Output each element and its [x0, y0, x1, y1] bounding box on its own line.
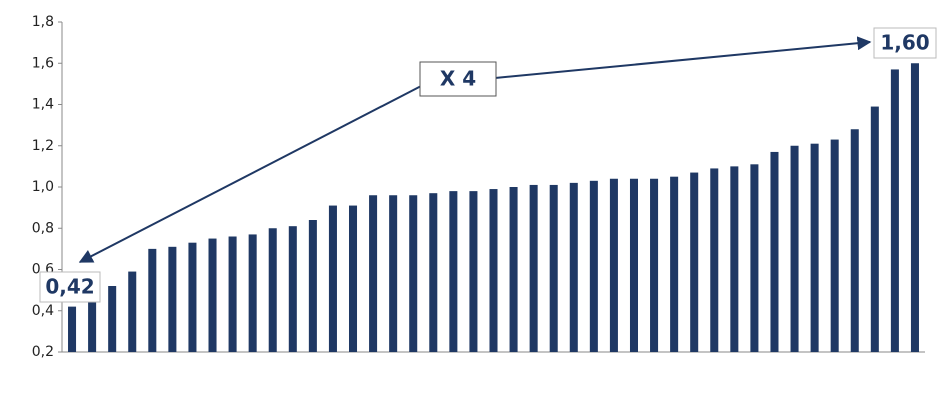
- bar: [88, 300, 97, 352]
- bar: [369, 195, 378, 352]
- bar: [268, 228, 277, 352]
- bar: [529, 184, 538, 352]
- bar: [569, 182, 578, 352]
- arrow: [78, 83, 426, 263]
- bar: [469, 191, 478, 352]
- bar: [870, 106, 879, 352]
- bar: [629, 178, 639, 352]
- y-tick-label: 1,6: [32, 55, 54, 71]
- bar: [248, 234, 257, 352]
- y-tick-label: 0,4: [32, 303, 54, 319]
- bar: [308, 220, 317, 352]
- bar: [489, 189, 498, 352]
- bar: [710, 168, 719, 352]
- y-tick-label: 1,8: [32, 14, 54, 30]
- bar: [208, 238, 217, 352]
- bar: [128, 271, 137, 352]
- bar: [449, 191, 458, 352]
- bar: [409, 195, 418, 352]
- bar: [790, 145, 799, 352]
- bar: [850, 129, 859, 352]
- bar: [328, 205, 337, 352]
- arrow: [494, 36, 872, 79]
- bar: [609, 178, 618, 352]
- bar: [549, 184, 558, 352]
- bar: [188, 242, 197, 352]
- bar: [148, 248, 157, 352]
- bar: [910, 63, 919, 352]
- y-tick-label: 1,0: [32, 179, 54, 195]
- bar: [348, 205, 358, 352]
- y-tick-label: 0,2: [32, 344, 54, 360]
- bar: [509, 187, 518, 352]
- bar: [429, 193, 438, 352]
- bar: [770, 151, 779, 352]
- bar: [810, 143, 819, 352]
- bar: [650, 178, 659, 352]
- annotation-box: [39, 271, 101, 303]
- bar: [890, 69, 899, 352]
- bar: [670, 176, 679, 352]
- bar: [68, 306, 77, 352]
- y-tick-label: 1,2: [32, 138, 54, 154]
- bar: [288, 226, 297, 352]
- y-tick-label: 0,8: [32, 220, 54, 236]
- bar: [168, 246, 177, 352]
- annotation: X 4: [440, 67, 476, 91]
- annotation: 1,60: [880, 31, 929, 55]
- bar: [228, 236, 237, 352]
- bar: [589, 180, 598, 352]
- annotation: 0,42: [45, 275, 94, 299]
- bar: [690, 172, 699, 352]
- y-tick-label: 1,4: [32, 97, 54, 113]
- bar: [750, 164, 759, 352]
- annotation-box: [873, 27, 937, 59]
- annotation-box: [419, 61, 497, 97]
- bar: [389, 195, 398, 352]
- bar: [830, 139, 839, 352]
- bar: [108, 286, 117, 352]
- plot-area: 0,20,40,60,81,01,21,41,61,8: [32, 14, 925, 360]
- bar: [730, 166, 739, 352]
